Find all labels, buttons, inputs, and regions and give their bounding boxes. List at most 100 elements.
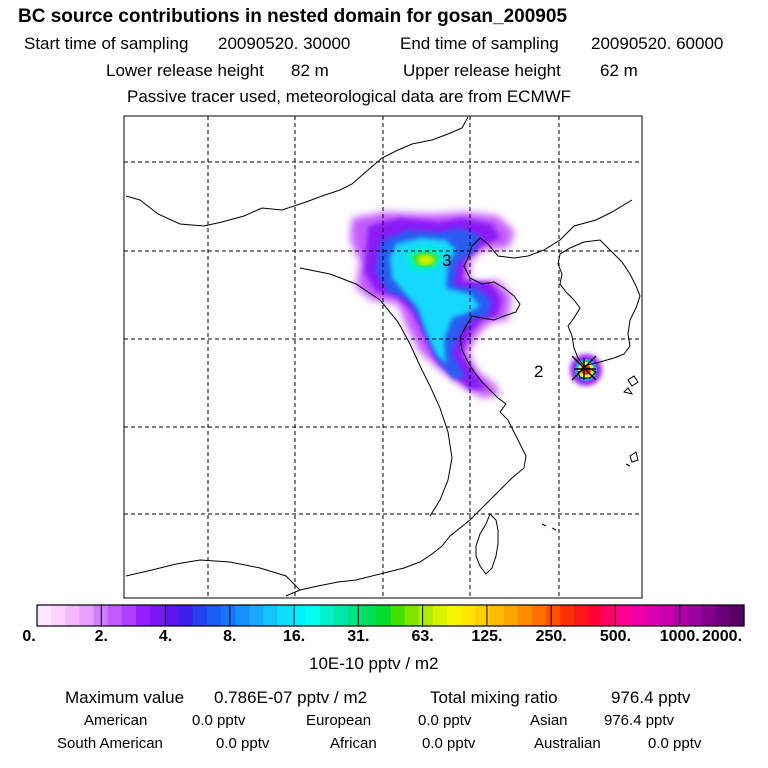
colorbar-swatch bbox=[178, 605, 194, 626]
japan-coast bbox=[623, 375, 639, 463]
source-name: Asian bbox=[530, 712, 568, 729]
upper-release-value: 62 m bbox=[600, 61, 638, 80]
colorbar bbox=[37, 605, 745, 626]
release-location-marker bbox=[571, 355, 597, 381]
china-coast bbox=[125, 116, 469, 227]
map-frame bbox=[123, 115, 643, 599]
colorbar-swatch bbox=[390, 605, 406, 626]
taiwan-coast bbox=[475, 513, 499, 575]
border-line bbox=[299, 267, 453, 517]
colorbar-swatch bbox=[376, 605, 392, 626]
colorbar-tick-label: 8. bbox=[223, 628, 237, 645]
colorbar-swatch bbox=[362, 605, 377, 626]
max-value: 0.786E-07 pptv / m2 bbox=[214, 688, 368, 707]
colorbar-tick-label: 4. bbox=[158, 628, 173, 645]
colorbar-swatch bbox=[602, 605, 618, 626]
source-name: African bbox=[330, 735, 377, 752]
colorbar-tick-label: 250. bbox=[535, 628, 567, 645]
end-time-value: 20090520. 60000 bbox=[591, 34, 724, 53]
source-value: 0.0 pptv bbox=[216, 735, 270, 752]
tracer-note: Passive tracer used, meteorological data… bbox=[127, 87, 572, 106]
colorbar-swatch bbox=[701, 605, 717, 626]
source-name: South American bbox=[57, 735, 163, 752]
colorbar-swatch bbox=[475, 605, 491, 626]
plot-title: BC source contributions in nested domain… bbox=[18, 6, 568, 27]
islands bbox=[541, 463, 631, 531]
colorbar-swatch bbox=[51, 605, 66, 626]
colorbar-swatch bbox=[291, 605, 307, 626]
colorbar-tick-label: 31. bbox=[347, 628, 370, 645]
colorbar-swatch bbox=[319, 605, 335, 626]
colorbar-unit: 10E-10 pptv / m2 bbox=[309, 654, 439, 673]
colorbar-swatch bbox=[715, 605, 731, 626]
colorbar-swatch bbox=[206, 605, 222, 626]
colorbar-swatch bbox=[546, 605, 561, 626]
colorbar-swatch bbox=[65, 605, 81, 626]
lower-release-label: Lower release height bbox=[106, 61, 264, 80]
source-name: Australian bbox=[534, 735, 601, 752]
total-mixing-label: Total mixing ratio bbox=[430, 688, 558, 707]
colorbar-swatch bbox=[447, 605, 462, 626]
colorbar-swatch bbox=[234, 605, 250, 626]
source-value: 0.0 pptv bbox=[418, 712, 472, 729]
colorbar-swatch bbox=[107, 605, 123, 626]
source-value: 0.0 pptv bbox=[192, 712, 246, 729]
colorbar-tick-label: 500. bbox=[599, 628, 632, 645]
colorbar-swatch bbox=[687, 605, 703, 626]
colorbar-swatch bbox=[37, 605, 52, 626]
colorbar-tick-label: 2. bbox=[94, 628, 108, 645]
colorbar-swatch bbox=[588, 605, 604, 626]
colorbar-swatch bbox=[135, 605, 151, 626]
map-area bbox=[124, 116, 642, 598]
source-value: 0.0 pptv bbox=[422, 735, 476, 752]
colorbar-swatch bbox=[333, 605, 349, 626]
bohai-coast bbox=[285, 199, 633, 597]
colorbar-swatch bbox=[645, 605, 660, 626]
colorbar-swatch bbox=[277, 605, 293, 626]
colorbar-swatch bbox=[574, 605, 590, 626]
total-mixing-value: 976.4 pptv bbox=[611, 688, 691, 707]
colorbar-tick-label: 1000. bbox=[659, 628, 700, 645]
upper-release-label: Upper release height bbox=[403, 61, 561, 80]
colorbar-swatch bbox=[531, 605, 547, 626]
colorbar-swatch bbox=[192, 605, 208, 626]
colorbar-swatch bbox=[418, 605, 434, 626]
colorbar-tick-label: 125. bbox=[471, 628, 503, 645]
colorbar-tick-label: 2000. bbox=[701, 628, 743, 645]
source-name: American bbox=[84, 712, 148, 729]
colorbar-swatch bbox=[659, 605, 674, 626]
colorbar-swatch bbox=[249, 605, 264, 626]
colorbar-swatch bbox=[305, 605, 321, 626]
colorbar-tick-label: 63. bbox=[411, 628, 434, 645]
colorbar-swatch bbox=[432, 605, 448, 626]
colorbar-swatch bbox=[517, 605, 533, 626]
plume-core-yellow bbox=[418, 255, 434, 265]
colorbar-swatch bbox=[630, 605, 646, 626]
colorbar-swatch bbox=[729, 605, 745, 626]
lat-lon-grid bbox=[124, 116, 642, 598]
colorbar-swatch bbox=[616, 605, 632, 626]
source-name: European bbox=[306, 712, 372, 729]
coastlines bbox=[125, 116, 641, 597]
source-value: 976.4 pptv bbox=[604, 712, 675, 729]
colorbar-swatch bbox=[404, 605, 420, 626]
colorbar-swatch bbox=[503, 605, 519, 626]
korea-coast bbox=[557, 239, 641, 367]
max-value-label: Maximum value bbox=[65, 688, 185, 707]
colorbar-swatch bbox=[263, 605, 278, 626]
colorbar-swatch bbox=[164, 605, 179, 626]
colorbar-swatch bbox=[79, 605, 95, 626]
marker-label-2: 2 bbox=[534, 362, 543, 381]
colorbar-swatch bbox=[220, 605, 236, 626]
plume-contours bbox=[350, 212, 602, 398]
colorbar-tick-label: 16. bbox=[282, 628, 306, 645]
start-time-value: 20090520. 30000 bbox=[218, 34, 351, 53]
colorbar-frame bbox=[36, 604, 745, 627]
colorbar-swatch bbox=[560, 605, 575, 626]
colorbar-swatch bbox=[461, 605, 476, 626]
colorbar-swatch bbox=[673, 605, 689, 626]
colorbar-tick-label: 0. bbox=[22, 628, 36, 645]
start-time-label: Start time of sampling bbox=[24, 34, 189, 53]
end-time-label: End time of sampling bbox=[400, 34, 559, 53]
